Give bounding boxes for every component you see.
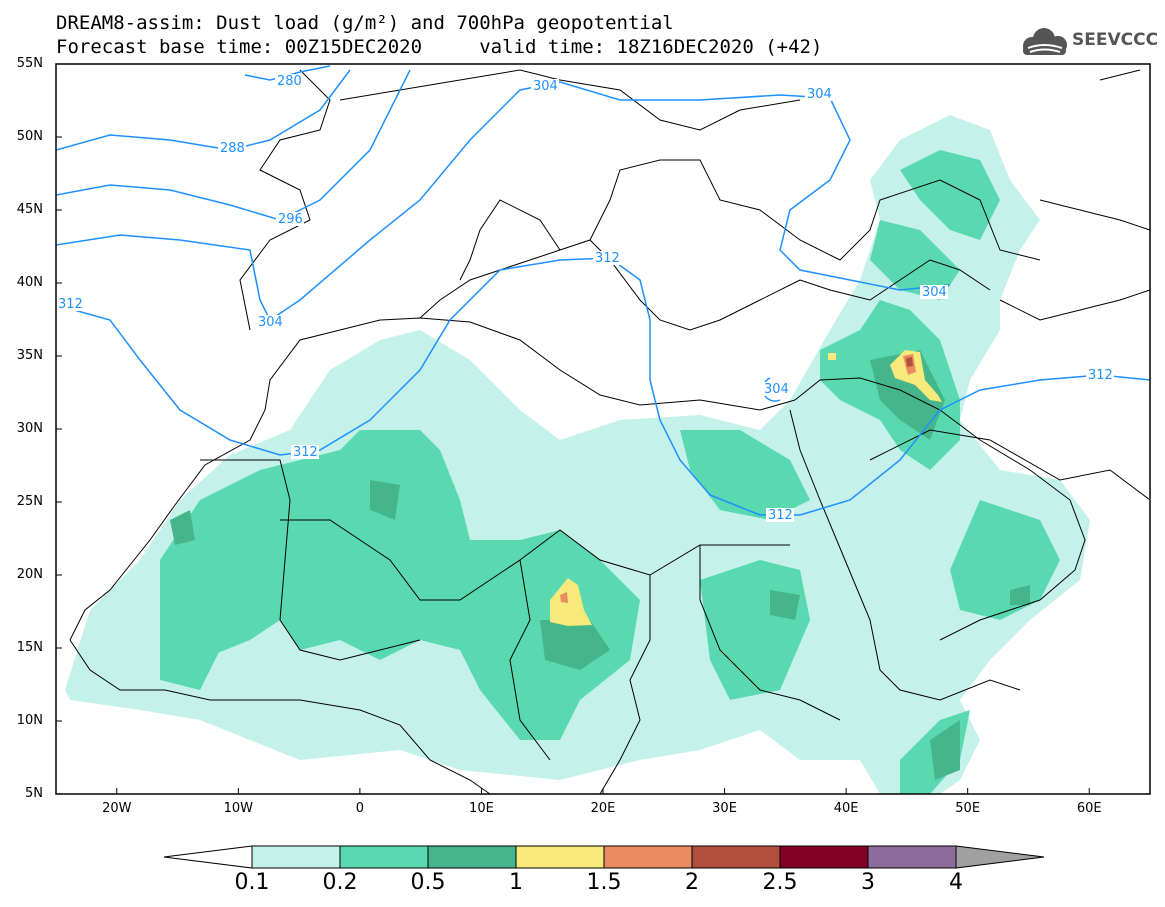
lat-tick-label: 30N [16,421,43,436]
lat-tick-label: 15N [16,640,43,655]
colorbar-label: 2 [685,870,699,895]
contour-label-304d: 304 [764,382,789,397]
colorbar-high-extend [955,845,1045,869]
contour-288 [56,69,351,151]
contour-label-296: 296 [278,212,303,227]
contour-304 [56,81,951,322]
contour-label-304e: 304 [922,285,947,300]
lat-tick-label: 35N [16,348,43,363]
lat-tick-label: 40N [16,275,43,290]
map-title: DREAM8-assim: Dust load (g/m²) and 700hP… [56,12,674,34]
geopotential-contours [56,65,1150,516]
contour-label-312b: 312 [293,445,318,460]
dust-level-0.2-area [160,150,1060,794]
colorbar-swatch [339,845,429,869]
lat-tick-label: 50N [16,129,43,144]
contour-label-312c: 312 [595,251,620,266]
colorbar-swatch [515,845,605,869]
colorbar-label: 0.2 [322,870,358,895]
dust-load-field [65,115,1090,794]
contour-label-280: 280 [277,74,302,89]
colorbar-label: 4 [949,870,963,895]
contour-296 [56,69,411,221]
contour-label-304b: 304 [807,87,832,102]
lon-tick-label: 30E [712,801,737,816]
lon-tick-label: 40E [833,801,859,816]
colorbar-swatch [867,845,957,869]
contour-label-304c: 304 [258,315,283,330]
colorbar-swatch [691,845,781,869]
contour-label-288: 288 [220,141,245,156]
lon-tick-label: 10E [469,801,494,816]
colorbar-swatch [427,845,517,869]
cloud-icon [1023,28,1067,55]
colorbar-swatch [603,845,693,869]
contour-labels: 280 288 296 304 304 304 312 312 312 312 … [56,74,1114,523]
colorbar-label: 0.1 [234,870,270,895]
lon-tick-label: 20E [590,801,616,816]
lat-tick-label: 25N [16,494,43,509]
coastlines-borders [69,69,1150,794]
seevccc-logo-text: SEEVCCC [1072,30,1159,50]
lat-tick-label: 20N [16,567,43,582]
colorbar-swatch [779,845,869,869]
colorbar-label: 1.5 [586,870,622,895]
dust-level-2-area [906,357,913,367]
colorbar-label: 3 [861,870,875,895]
colorbar-label: 2.5 [762,870,798,895]
colorbar-swatch [251,845,341,869]
contour-label-312a: 312 [58,297,83,312]
seevccc-logo [1023,28,1067,55]
lat-tick-label: 10N [16,713,43,728]
contour-label-312d: 312 [768,508,793,523]
lon-tick-label: 60E [1076,801,1102,816]
lon-tick-label: 10W [223,801,254,816]
lon-tick-label: 50E [955,801,981,816]
lat-tick-label: 5N [25,786,43,801]
colorbar [163,845,1045,869]
dust-level-1-area [550,350,942,626]
dust-level-0.5-area [170,350,1030,780]
lat-tick-label: 55N [16,56,43,71]
lon-tick-label: 20W [102,801,132,816]
colorbar-label: 0.5 [410,870,446,895]
forecast-time-subtitle: Forecast base time: 00Z15DEC2020 valid t… [56,36,823,58]
contour-label-312e: 312 [1088,368,1113,383]
colorbar-low-extend [163,845,253,869]
lat-tick-label: 45N [16,202,43,217]
axis-ticks [56,63,1090,795]
colorbar-label: 1 [509,870,523,895]
contour-312 [56,257,1150,516]
lon-tick-label: 0 [355,801,365,816]
contour-label-304a: 304 [533,79,558,94]
